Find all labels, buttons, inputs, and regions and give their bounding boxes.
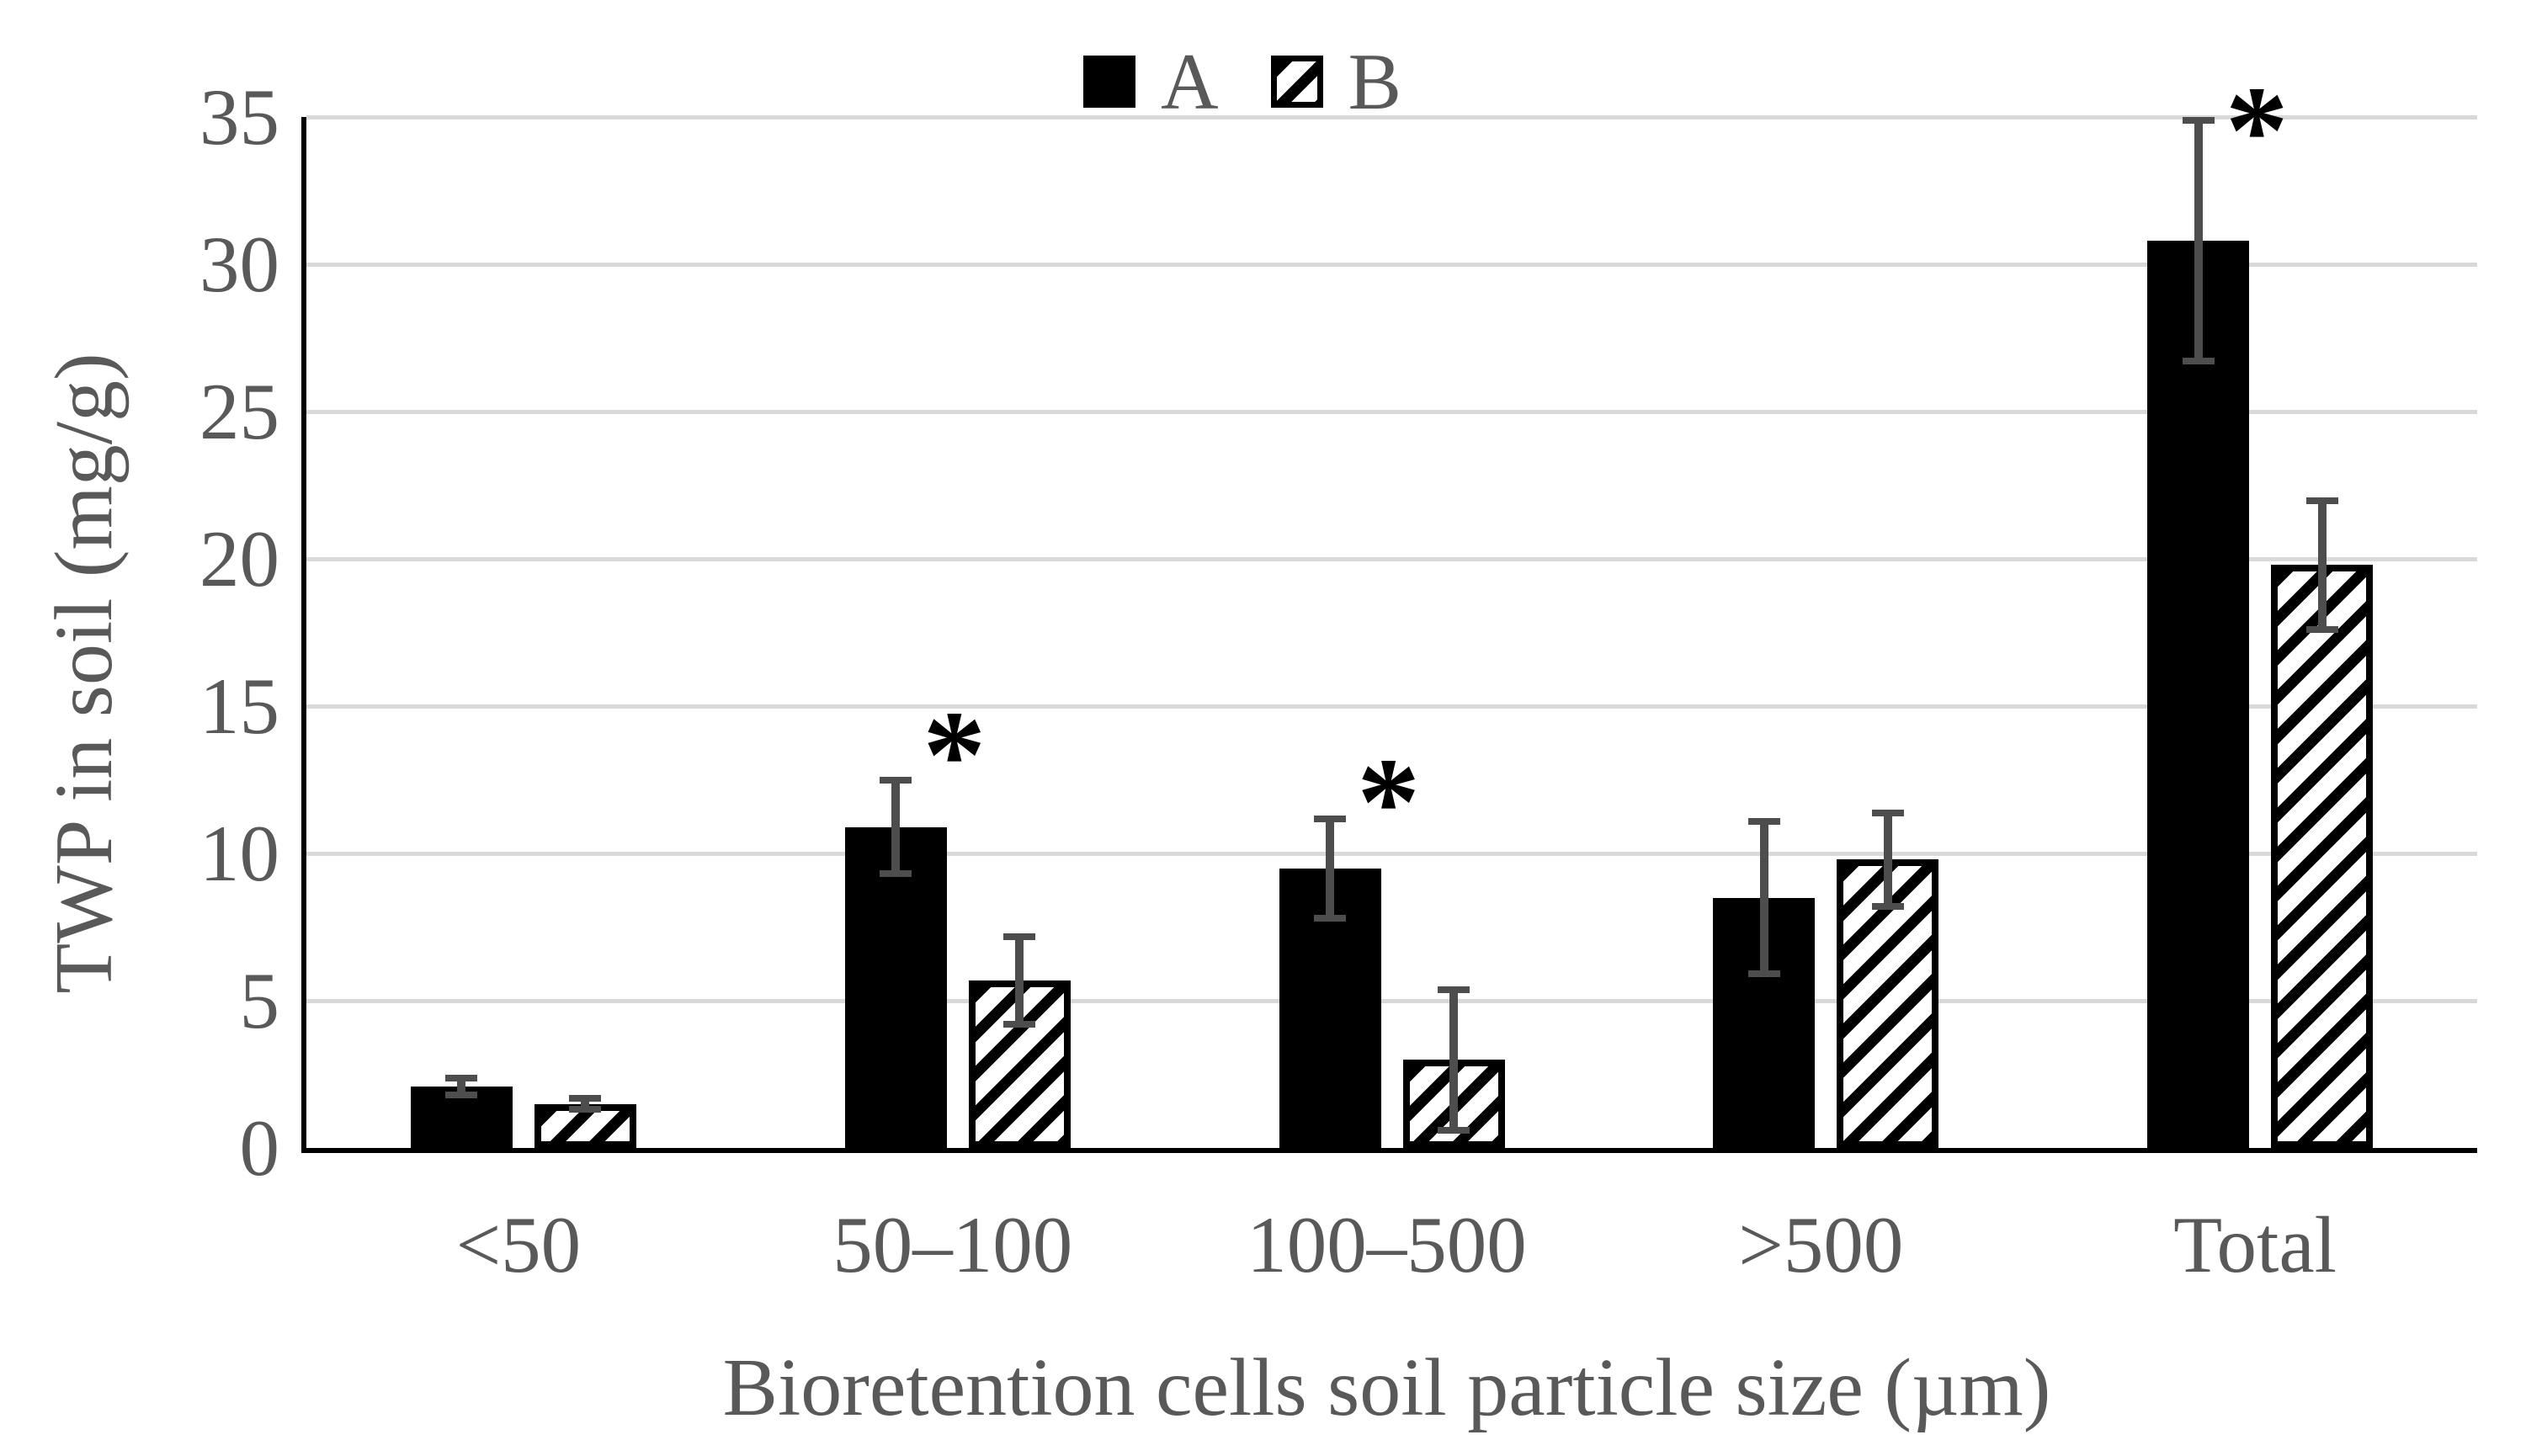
error-bar-cap-bottom-b->500 (1871, 902, 1904, 910)
significance-asterisk-100–500: * (1357, 731, 1421, 872)
legend-item-a: A (1083, 37, 1219, 126)
gridline-y-20 (306, 557, 2477, 561)
error-bar-cap-top-b-100–500 (1438, 986, 1470, 993)
error-bar-cap-bottom-a->500 (1747, 970, 1780, 977)
error-bar-line-b-<50 (581, 1095, 590, 1113)
error-bar-cap-top-a-Total (2182, 117, 2215, 124)
gridline-y-10 (306, 852, 2477, 856)
gridline-y-5 (306, 999, 2477, 1003)
error-bar-cap-bottom-b-50–100 (1003, 1020, 1036, 1028)
y-tick-label-0: 0 (239, 1103, 280, 1193)
error-bar-cap-bottom-b-<50 (569, 1106, 602, 1113)
legend-item-b: B (1270, 37, 1401, 126)
legend-swatch-hatch-icon (1270, 56, 1323, 108)
error-bar-cap-top-b-<50 (569, 1095, 602, 1102)
error-bar-cap-top-b-50–100 (1003, 933, 1036, 940)
gridline-y-35 (306, 115, 2477, 120)
bar-a-50–100 (844, 826, 947, 1148)
gridline-y-15 (306, 704, 2477, 709)
error-bar-line-b-Total (2317, 497, 2327, 633)
y-axis-title: TWP in soil (mg/g) (39, 353, 130, 994)
error-bar-cap-bottom-a-100–500 (1314, 914, 1346, 922)
y-tick-label-30: 30 (199, 220, 279, 309)
error-bar-cap-bottom-a-50–100 (880, 870, 912, 877)
legend-label-a: A (1161, 37, 1219, 126)
error-bar-cap-top-a->500 (1747, 818, 1780, 825)
error-bar-line-a-50–100 (891, 777, 901, 877)
error-bar-line-b-100–500 (1449, 986, 1458, 1134)
error-bar-cap-top-a-50–100 (880, 777, 912, 784)
error-bar-cap-bottom-a-<50 (445, 1091, 478, 1098)
error-bar-cap-top-b-Total (2305, 497, 2338, 504)
error-bar-line-b-50–100 (1015, 933, 1024, 1028)
error-bar-cap-bottom-b-Total (2305, 625, 2338, 633)
legend-label-b: B (1348, 37, 1401, 126)
error-bar-cap-top-a-100–500 (1314, 815, 1346, 822)
gridline-y-25 (306, 410, 2477, 414)
error-bar-line-b->500 (1883, 809, 1892, 910)
error-bar-line-a->500 (1759, 818, 1768, 977)
y-tick-label-35: 35 (199, 72, 279, 162)
legend-swatch-solid-icon (1083, 56, 1135, 108)
y-tick-label-15: 15 (199, 662, 279, 751)
x-tick-label-<50: <50 (455, 1200, 582, 1289)
plot-area (301, 115, 2477, 1153)
significance-asterisk-Total: * (2225, 60, 2289, 200)
x-tick-label-Total: Total (2173, 1200, 2337, 1289)
x-tick-label-100–500: 100–500 (1247, 1200, 1527, 1289)
x-axis-title: Bioretention cells soil particle size (µ… (722, 1342, 2051, 1433)
bar-a-Total (2147, 241, 2250, 1148)
x-tick-label-50–100: 50–100 (832, 1200, 1073, 1289)
y-tick-label-20: 20 (199, 514, 279, 603)
y-tick-label-10: 10 (199, 809, 279, 898)
y-tick-label-5: 5 (239, 956, 280, 1045)
error-bar-line-a-<50 (457, 1074, 466, 1098)
y-tick-label-25: 25 (199, 367, 279, 456)
bar-b->500 (1837, 859, 1939, 1148)
error-bar-line-a-100–500 (1326, 815, 1334, 922)
bar-b-Total (2271, 565, 2374, 1148)
x-tick-label->500: >500 (1738, 1200, 1904, 1289)
error-bar-cap-top-a-<50 (445, 1074, 478, 1081)
error-bar-cap-bottom-a-Total (2182, 358, 2215, 364)
error-bar-cap-bottom-b-100–500 (1438, 1126, 1470, 1134)
gridline-y-30 (306, 263, 2477, 267)
chart-legend: A B (1083, 37, 1401, 126)
significance-asterisk-50–100: * (923, 684, 986, 825)
error-bar-line-a-Total (2194, 117, 2203, 364)
error-bar-cap-top-b->500 (1871, 809, 1904, 816)
